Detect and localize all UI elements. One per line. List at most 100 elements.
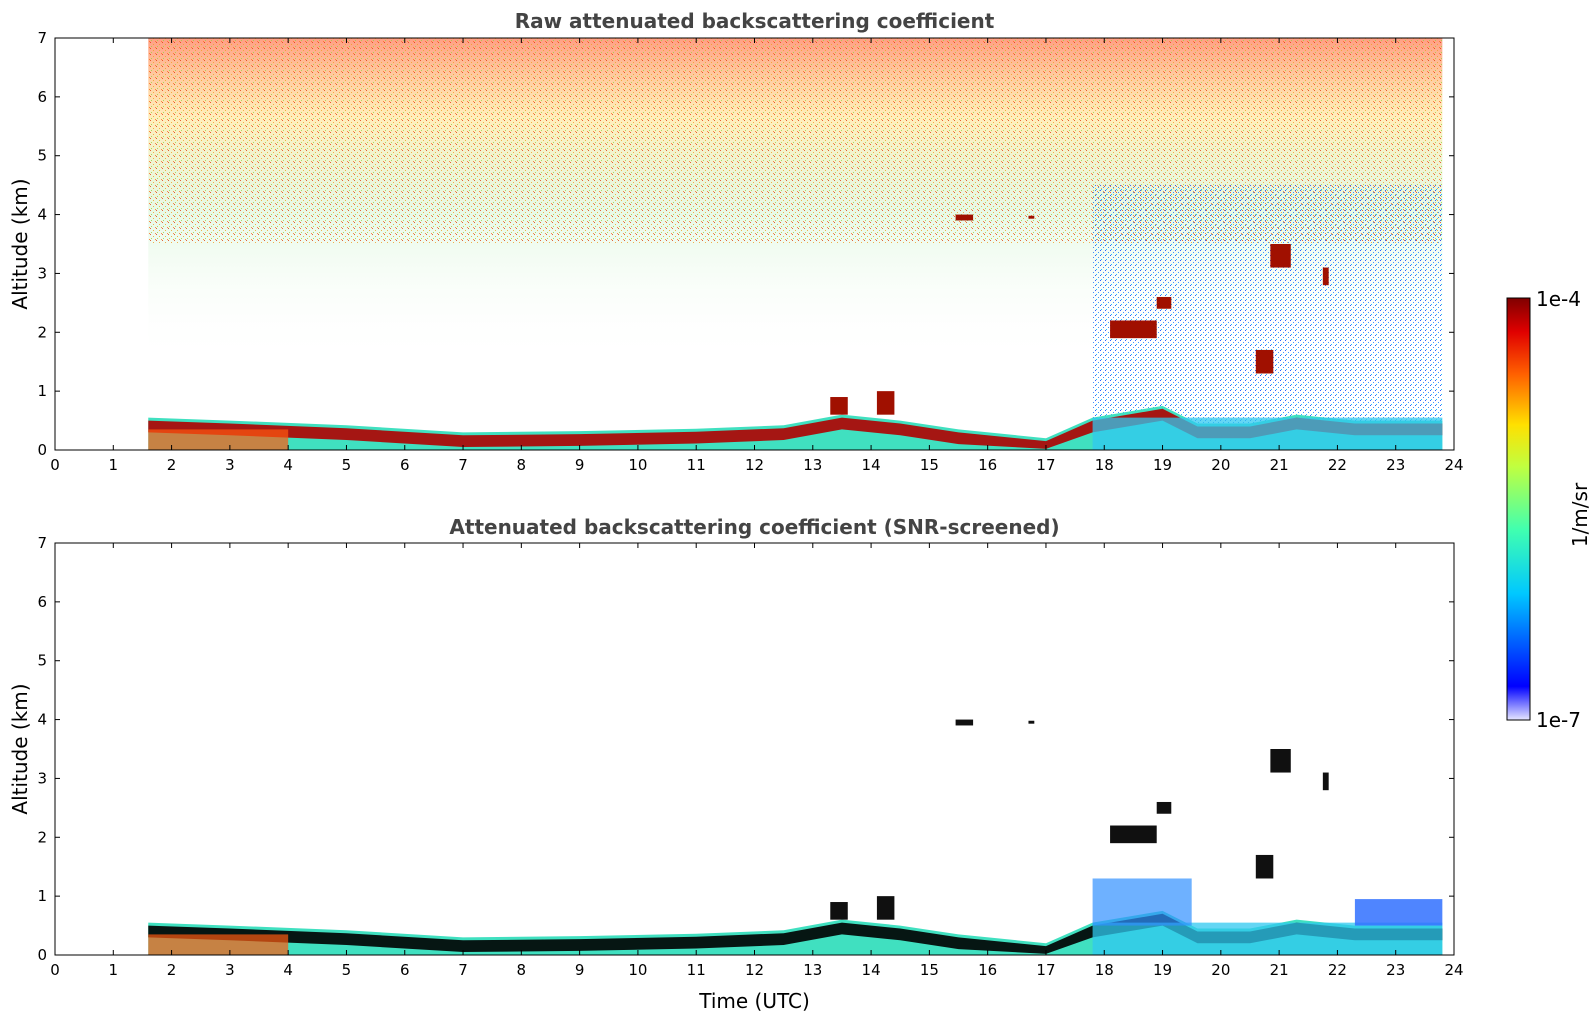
cloud-feature xyxy=(1322,772,1329,791)
heatmap-data xyxy=(148,38,1443,450)
x-tick-label: 1 xyxy=(109,961,119,979)
x-tick-label: 13 xyxy=(803,961,822,979)
colorbar-min-label: 1e-7 xyxy=(1536,708,1581,732)
x-tick-label: 0 xyxy=(50,961,60,979)
x-tick-label: 6 xyxy=(400,961,410,979)
plot-frame xyxy=(54,542,1455,956)
surface-layer xyxy=(148,934,289,955)
x-tick-label: 6 xyxy=(400,456,410,474)
cloud-feature xyxy=(1270,244,1291,268)
cloud-feature xyxy=(955,719,974,726)
y-tick-label: 3 xyxy=(37,264,47,282)
x-tick-label: 19 xyxy=(1153,961,1172,979)
cloud-feature xyxy=(1156,296,1172,309)
x-tick-label: 22 xyxy=(1328,456,1347,474)
x-tick-label: 4 xyxy=(283,456,293,474)
y-tick-label: 5 xyxy=(37,147,47,165)
cloud-feature xyxy=(1270,749,1291,773)
x-tick-label: 15 xyxy=(920,456,939,474)
cloud-feature xyxy=(830,397,848,415)
y-tick-label: 1 xyxy=(37,382,47,400)
cloud-feature xyxy=(830,902,848,920)
y-axis-label: Altitude (km) xyxy=(8,178,32,309)
cloud-feature xyxy=(876,896,895,920)
x-axis-label: Time (UTC) xyxy=(698,989,810,1013)
cloud-feature xyxy=(1322,267,1329,286)
cloud-feature xyxy=(1255,349,1274,374)
y-tick-label: 7 xyxy=(37,29,47,47)
cloud-feature xyxy=(1255,854,1274,879)
x-tick-label: 9 xyxy=(575,456,585,474)
y-tick-label: 7 xyxy=(37,534,47,552)
x-tick-label: 21 xyxy=(1270,456,1289,474)
x-tick-label: 18 xyxy=(1095,961,1114,979)
x-tick-label: 17 xyxy=(1036,961,1055,979)
y-tick-label: 2 xyxy=(37,828,47,846)
x-tick-label: 24 xyxy=(1444,961,1463,979)
x-tick-label: 14 xyxy=(862,961,881,979)
y-tick-label: 5 xyxy=(37,652,47,670)
x-tick-label: 8 xyxy=(517,456,527,474)
y-tick-label: 6 xyxy=(37,593,47,611)
cloud-feature xyxy=(876,391,895,415)
x-tick-label: 22 xyxy=(1328,961,1347,979)
x-tick-label: 3 xyxy=(225,961,235,979)
cloud-feature xyxy=(1028,720,1035,724)
convective-plume xyxy=(1092,878,1192,926)
x-tick-label: 17 xyxy=(1036,456,1055,474)
y-tick-label: 2 xyxy=(37,323,47,341)
x-tick-label: 13 xyxy=(803,456,822,474)
x-tick-label: 20 xyxy=(1211,456,1230,474)
late-boundary-layer xyxy=(1092,922,1443,955)
y-tick-label: 4 xyxy=(37,206,47,224)
x-tick-label: 3 xyxy=(225,456,235,474)
x-tick-label: 2 xyxy=(167,961,177,979)
late-aerosol-top xyxy=(1354,899,1443,926)
y-axis-label: Altitude (km) xyxy=(8,683,32,814)
x-tick-label: 12 xyxy=(745,961,764,979)
x-tick-label: 2 xyxy=(167,456,177,474)
x-tick-label: 1 xyxy=(109,456,119,474)
cloud-feature xyxy=(1028,215,1035,219)
x-tick-label: 7 xyxy=(458,961,468,979)
cloud-feature xyxy=(955,214,974,221)
x-tick-label: 9 xyxy=(575,961,585,979)
panel-title: Raw attenuated backscattering coefficien… xyxy=(515,9,995,33)
x-tick-label: 14 xyxy=(862,456,881,474)
cloud-feature xyxy=(1156,801,1172,814)
x-tick-label: 10 xyxy=(628,961,647,979)
y-tick-label: 0 xyxy=(37,946,47,964)
x-tick-label: 10 xyxy=(628,456,647,474)
late-boundary-layer xyxy=(1092,417,1443,450)
bottom-panel: 0 1 2 3 4 5 6 7 8 9 10 11 12 13 14 15 16 17 18 19 20 21 22 23 24… xyxy=(8,515,1464,1013)
x-tick-label: 5 xyxy=(342,456,352,474)
x-tick-label: 20 xyxy=(1211,961,1230,979)
x-tick-label: 11 xyxy=(687,456,706,474)
x-tick-label: 11 xyxy=(687,961,706,979)
x-tick-label: 16 xyxy=(978,961,997,979)
heatmap-data xyxy=(148,719,1443,955)
x-tick-label: 19 xyxy=(1153,456,1172,474)
y-tick-label: 3 xyxy=(37,769,47,787)
colorbar-gradient xyxy=(1506,297,1531,721)
panel-title: Attenuated backscattering coefficient (S… xyxy=(449,515,1059,539)
x-tick-label: 24 xyxy=(1444,456,1463,474)
cloud-feature xyxy=(1110,320,1157,339)
colorbar-max-label: 1e-4 xyxy=(1536,287,1581,311)
y-tick-label: 0 xyxy=(37,441,47,459)
x-tick-label: 21 xyxy=(1270,961,1289,979)
top-panel: 0 1 2 3 4 5 6 7 8 9 10 11 12 13 14 15 16 17 18 19 20 21 22 23 24… xyxy=(8,9,1464,474)
x-tick-label: 15 xyxy=(920,961,939,979)
y-tick-label: 1 xyxy=(37,887,47,905)
x-tick-label: 5 xyxy=(342,961,352,979)
x-tick-label: 7 xyxy=(458,456,468,474)
x-tick-label: 18 xyxy=(1095,456,1114,474)
surface-layer xyxy=(148,429,289,450)
x-tick-label: 23 xyxy=(1386,456,1405,474)
x-tick-label: 23 xyxy=(1386,961,1405,979)
x-tick-label: 8 xyxy=(517,961,527,979)
colorbar-unit-label: 1/m/sr xyxy=(1568,482,1592,547)
x-tick-label: 4 xyxy=(283,961,293,979)
y-tick-label: 6 xyxy=(37,88,47,106)
